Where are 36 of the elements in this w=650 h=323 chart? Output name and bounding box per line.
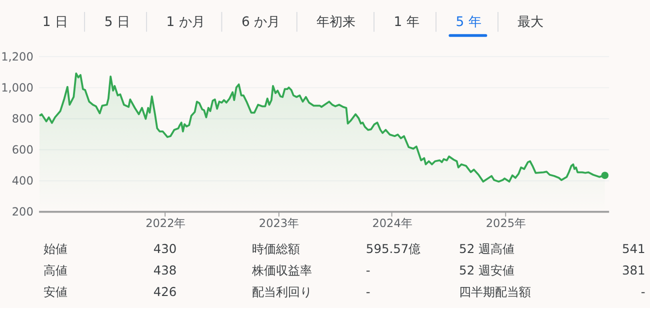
y-tick-label: 600 <box>12 144 34 157</box>
text: 株価収益率 <box>251 263 312 278</box>
text: 381 <box>622 263 646 278</box>
x-tick-label: 2024年 <box>372 216 412 230</box>
y-tick-label: 1,000 <box>1 81 34 94</box>
text: 安値 <box>43 285 68 300</box>
text: 高値 <box>43 263 68 278</box>
text: - <box>640 285 646 300</box>
y-tick-label: 800 <box>12 112 34 126</box>
y-tick-label: 400 <box>12 174 34 188</box>
text: 438 <box>153 263 177 278</box>
x-tick-label: 2023年 <box>258 216 299 230</box>
text: - <box>366 263 370 278</box>
text: 5 日 <box>104 15 130 30</box>
y-tick-label: 200 <box>12 206 34 219</box>
text: 年初来 <box>316 15 356 30</box>
x-tick-label: 2022年 <box>146 216 186 230</box>
text: 時価総額 <box>252 242 300 256</box>
text: 5 年 <box>456 15 482 30</box>
text: 配当利回り <box>252 285 312 300</box>
text: 6 か月 <box>241 15 280 30</box>
text: - <box>366 285 370 300</box>
text: 最大 <box>518 15 544 30</box>
text: 52 週安値 <box>459 263 514 278</box>
text: 52 週高値 <box>459 242 514 256</box>
y-tick-label: 1,200 <box>1 50 34 64</box>
text: 541 <box>622 242 646 256</box>
x-tick-label: 2025年 <box>486 216 526 230</box>
text: 595.57億 <box>366 242 421 256</box>
text: 1 年 <box>394 15 420 30</box>
text: 1 日 <box>42 15 68 30</box>
text: 430 <box>153 242 177 256</box>
text: 1 か月 <box>166 15 205 30</box>
text: 始値 <box>43 242 68 256</box>
text: 426 <box>153 285 177 300</box>
text: 四半期配当額 <box>459 285 532 300</box>
